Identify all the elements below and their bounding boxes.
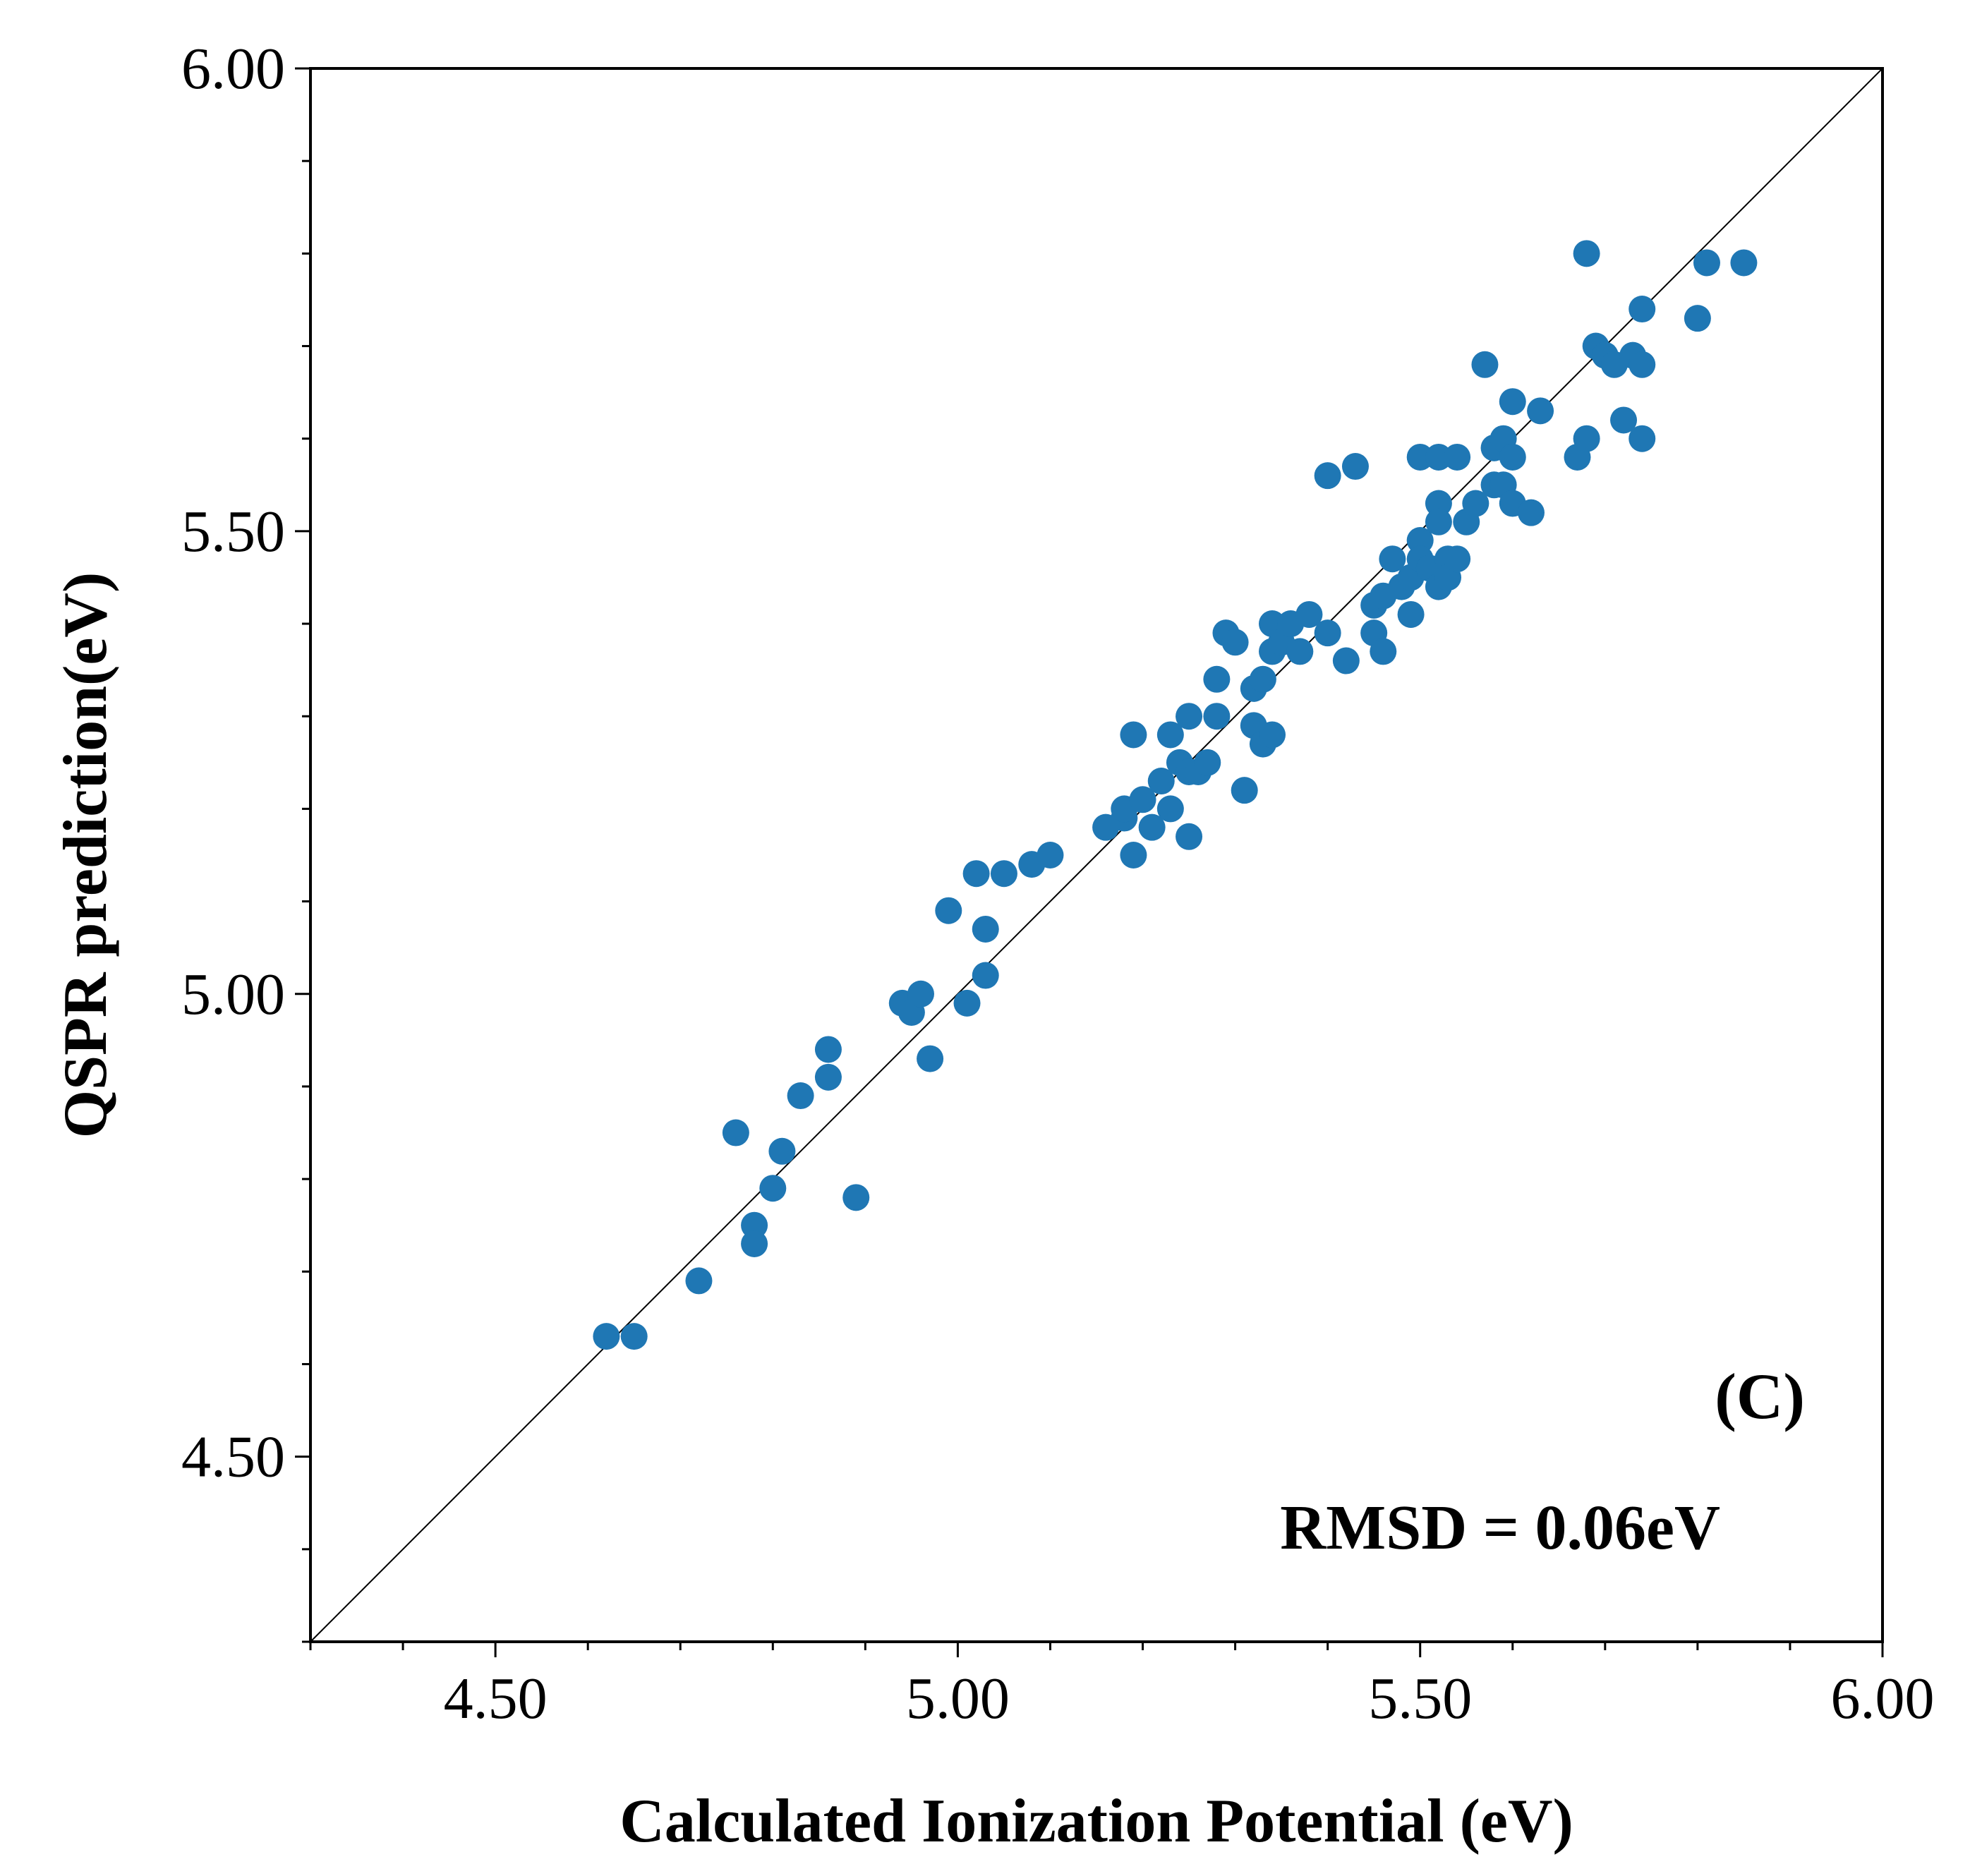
data-point bbox=[1314, 462, 1341, 490]
data-point bbox=[917, 1045, 944, 1072]
data-point bbox=[1147, 768, 1175, 795]
data-point bbox=[1221, 629, 1249, 656]
data-point bbox=[1156, 721, 1184, 749]
data-point bbox=[685, 1267, 713, 1295]
data-point bbox=[722, 1119, 749, 1146]
data-point bbox=[1517, 499, 1545, 526]
data-point bbox=[1203, 703, 1231, 730]
data-point bbox=[1370, 638, 1397, 665]
data-point bbox=[768, 1137, 796, 1165]
x-axis-title: Calculated Ionization Potential (eV) bbox=[620, 1787, 1573, 1856]
data-point bbox=[1120, 721, 1147, 749]
data-point bbox=[1610, 406, 1638, 434]
y-tick-label: 5.50 bbox=[181, 499, 285, 564]
data-point bbox=[1314, 619, 1341, 647]
data-point bbox=[907, 980, 934, 1007]
data-point bbox=[842, 1184, 870, 1211]
data-point bbox=[1444, 545, 1471, 573]
data-point bbox=[935, 897, 962, 924]
x-tick-label: 5.50 bbox=[1368, 1666, 1472, 1731]
data-point bbox=[1693, 249, 1720, 277]
axis-ticks: 4.50 5.00 5.50 6.00 4.50 5.00 5.50 6.00 bbox=[181, 36, 1935, 1731]
data-point bbox=[1259, 721, 1286, 749]
identity-line bbox=[310, 68, 1883, 1642]
data-point bbox=[1425, 490, 1452, 517]
data-point bbox=[1129, 786, 1156, 813]
x-tick-label: 5.00 bbox=[906, 1666, 1010, 1731]
data-point bbox=[1628, 351, 1656, 378]
data-point bbox=[1471, 351, 1499, 378]
data-point bbox=[1176, 703, 1203, 730]
x-tick-label: 6.00 bbox=[1831, 1666, 1935, 1731]
y-axis-title: QSPR prediction(eV) bbox=[52, 572, 120, 1139]
y-tick-label: 5.00 bbox=[181, 962, 285, 1027]
data-point bbox=[972, 962, 999, 989]
data-point bbox=[962, 860, 990, 888]
data-point bbox=[1573, 240, 1600, 267]
data-point bbox=[1138, 813, 1166, 841]
data-point bbox=[1286, 638, 1314, 665]
data-point bbox=[1406, 443, 1434, 471]
data-point bbox=[1425, 508, 1452, 535]
data-point bbox=[741, 1230, 768, 1257]
data-point bbox=[1203, 665, 1231, 693]
plot-frame bbox=[309, 67, 1884, 1643]
data-point bbox=[1332, 647, 1360, 674]
data-point bbox=[1628, 425, 1656, 452]
y-tick-label: 4.50 bbox=[181, 1424, 285, 1490]
data-point bbox=[593, 1323, 620, 1350]
data-point bbox=[1156, 795, 1184, 823]
data-point bbox=[972, 915, 999, 943]
data-point bbox=[1499, 443, 1526, 471]
data-point bbox=[1499, 388, 1526, 416]
data-point bbox=[1462, 490, 1489, 517]
data-point bbox=[814, 1063, 842, 1091]
data-point bbox=[741, 1211, 768, 1239]
data-point bbox=[1379, 545, 1406, 573]
data-point bbox=[1425, 443, 1452, 471]
data-point bbox=[1231, 777, 1258, 804]
panel-label: (C) bbox=[1715, 1360, 1805, 1432]
data-point bbox=[759, 1175, 787, 1202]
data-point bbox=[990, 860, 1017, 888]
data-point bbox=[1249, 665, 1276, 693]
rmsd-annotation: RMSD = 0.06eV bbox=[1280, 1493, 1720, 1563]
data-point bbox=[1527, 397, 1554, 425]
data-point bbox=[1194, 749, 1221, 776]
plot-marks bbox=[310, 68, 1883, 1642]
data-point bbox=[1444, 443, 1471, 471]
data-point bbox=[1730, 249, 1758, 277]
data-point bbox=[1120, 842, 1147, 869]
y-tick-label: 6.00 bbox=[181, 36, 285, 102]
data-point bbox=[1628, 296, 1656, 323]
data-point bbox=[1037, 842, 1064, 869]
data-point bbox=[1176, 823, 1203, 850]
data-point bbox=[1397, 600, 1425, 628]
data-point bbox=[814, 1036, 842, 1063]
data-point bbox=[1295, 600, 1323, 628]
data-point bbox=[1341, 453, 1369, 480]
data-point bbox=[1406, 527, 1434, 554]
data-point bbox=[787, 1082, 814, 1110]
data-point bbox=[1573, 425, 1600, 452]
data-point bbox=[620, 1323, 648, 1350]
data-point bbox=[953, 989, 981, 1017]
data-point bbox=[1684, 305, 1711, 332]
x-tick-label: 4.50 bbox=[444, 1666, 548, 1731]
